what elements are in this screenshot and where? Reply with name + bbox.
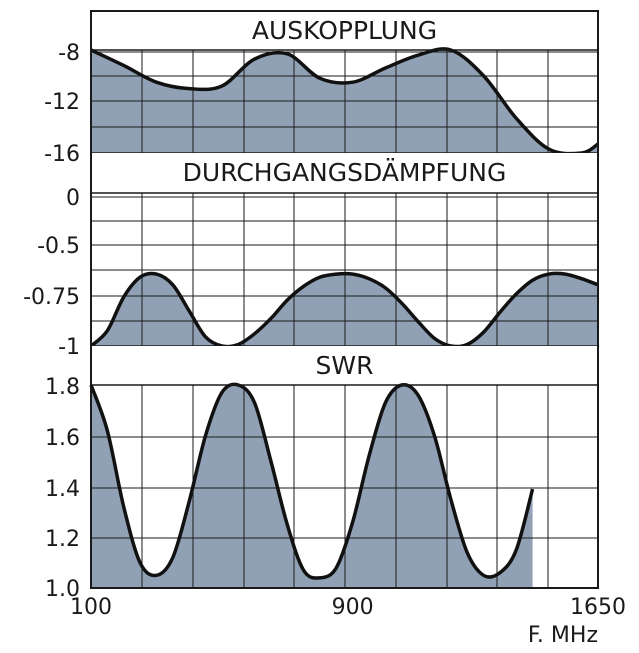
y-tick-label: 1.8 (45, 375, 80, 400)
y-tick-label: -12 (44, 90, 80, 115)
series-line (90, 47, 599, 156)
chart-frame (90, 10, 599, 589)
x-tick-label: 900 (332, 595, 374, 620)
y-tick-label: 0 (66, 186, 80, 211)
series-line (89, 382, 535, 580)
x-tick-label: 1650 (570, 595, 626, 620)
y-tick-label: -16 (44, 142, 80, 167)
panel-title: AUSKOPPLUNG (252, 16, 437, 45)
area-fill (91, 384, 533, 588)
y-tick-label: -0.5 (37, 234, 80, 259)
panel-3: SWR 1.8 1.6 1.4 1.2 1.0 (45, 346, 599, 602)
y-tick-label: -8 (58, 41, 80, 66)
y-tick-label: 1.0 (45, 577, 80, 602)
panel-title: DURCHGANGSDÄMPFUNG (183, 158, 507, 187)
series-line (89, 271, 599, 349)
panel-title-band (91, 153, 598, 193)
panel-title: SWR (316, 351, 374, 380)
x-tick-label: 100 (70, 595, 112, 620)
y-tick-label: -1 (58, 335, 80, 360)
y-tick-label: 1.6 (45, 426, 80, 451)
panel-title-band (91, 346, 598, 385)
x-axis-unit-label: F. MHz (528, 623, 598, 648)
y-tick-label: -0.75 (23, 285, 80, 310)
panel-2: DURCHGANGSDÄMPFUNG 0 -0.5 -0.75 -1 (23, 153, 599, 360)
panel-1: AUSKOPPLUNG -8 -12 -16 (44, 11, 599, 167)
y-tick-label: 1.4 (45, 477, 80, 502)
y-tick-label: 1.2 (45, 527, 80, 552)
panel-title-band (91, 11, 598, 50)
